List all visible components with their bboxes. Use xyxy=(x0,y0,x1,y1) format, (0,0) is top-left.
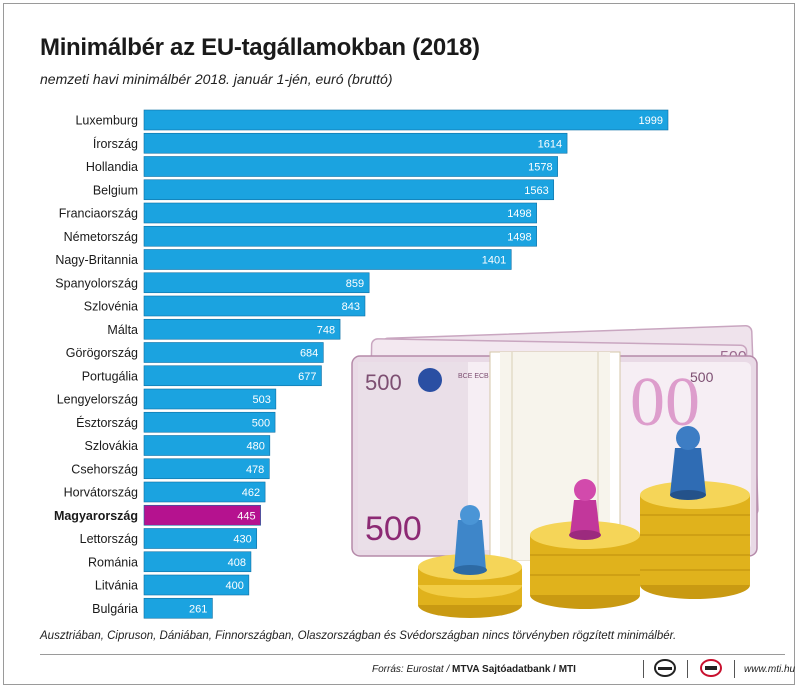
mti-logo-icon xyxy=(700,659,722,677)
category-label: Litvánia xyxy=(95,579,138,593)
banknote-code: BCE ECB xyxy=(458,373,489,380)
category-label: Nagy-Britannia xyxy=(55,253,138,267)
bar xyxy=(143,365,322,387)
bar-highlight xyxy=(143,504,261,526)
website-link[interactable]: www.mti.hu xyxy=(744,664,796,675)
category-label: Szlovénia xyxy=(84,300,138,314)
category-label: Belgium xyxy=(93,183,138,197)
pawn-pink-icon xyxy=(569,479,601,540)
bar xyxy=(143,574,250,596)
category-label: Franciaország xyxy=(59,207,138,221)
value-label: 503 xyxy=(252,394,270,406)
bar xyxy=(143,202,537,224)
banknote-big-value: 500 xyxy=(365,510,422,548)
value-label: 1614 xyxy=(538,138,562,150)
value-label: 1401 xyxy=(482,255,506,267)
value-label: 1498 xyxy=(507,231,531,243)
value-label: 843 xyxy=(342,301,360,313)
category-label: Észtország xyxy=(76,415,138,430)
bar xyxy=(143,272,370,294)
banknote-corner-value: 500 xyxy=(690,369,714,385)
coin-stack-right xyxy=(640,481,750,599)
footer-separator xyxy=(687,660,688,678)
bar xyxy=(143,342,324,363)
bar xyxy=(143,458,270,480)
bar xyxy=(143,225,537,247)
category-label: Spanyolország xyxy=(55,276,138,290)
category-label: Lettország xyxy=(80,532,138,546)
bar xyxy=(143,481,266,503)
eu-flag-icon xyxy=(418,368,442,392)
category-label: Görögország xyxy=(66,346,138,360)
bar xyxy=(143,388,277,410)
category-label: Szlovákia xyxy=(85,439,139,453)
value-label: 1578 xyxy=(528,162,552,174)
footer-divider xyxy=(40,654,785,655)
bars-group: Luxemburg 1999 Írország 1614 Hollandia 1578 Be… xyxy=(54,109,669,619)
coin-stack-middle xyxy=(530,521,640,609)
mtva-logo-icon xyxy=(654,659,676,677)
value-label: 408 xyxy=(228,557,246,569)
value-label: 1563 xyxy=(524,185,548,197)
category-label: Lengyelország xyxy=(57,393,138,407)
value-label: 478 xyxy=(246,464,264,476)
value-label: 400 xyxy=(225,580,243,592)
value-label: 462 xyxy=(242,487,260,499)
value-label: 684 xyxy=(300,348,318,360)
page-subtitle: nemzeti havi minimálbér 2018. január 1-j… xyxy=(40,71,393,87)
bar xyxy=(143,551,252,573)
value-label: 445 xyxy=(237,510,255,522)
value-label: 1999 xyxy=(639,115,663,127)
page-title: Minimálbér az EU-tagállamokban (2018) xyxy=(40,34,480,61)
category-label: Bulgária xyxy=(92,602,138,616)
bar xyxy=(143,318,341,340)
value-label: 430 xyxy=(233,534,251,546)
source-text: Forrás: Eurostat / MTVA Sajtóadatbank / … xyxy=(372,664,576,675)
pawn-blue-small-icon xyxy=(453,505,487,575)
footer-separator xyxy=(734,660,735,678)
coin-stack-left xyxy=(418,554,522,618)
bar xyxy=(143,156,558,177)
bar xyxy=(143,435,271,456)
bar xyxy=(143,179,555,201)
money-illustration: 500 500 BCE ECB 500 00 500 xyxy=(351,325,759,618)
value-label: 748 xyxy=(317,324,335,336)
value-label: 261 xyxy=(189,603,207,615)
bar xyxy=(143,597,213,619)
value-label: 1498 xyxy=(507,208,531,220)
category-label: Csehország xyxy=(71,462,138,476)
category-label: Németország xyxy=(64,230,138,244)
bar xyxy=(143,249,512,270)
banknote-front-value: 500 xyxy=(365,370,402,395)
bar xyxy=(143,528,258,549)
category-label: Portugália xyxy=(82,369,138,383)
footnote: Ausztriában, Cipruson, Dániában, Finnors… xyxy=(40,630,677,642)
value-label: 677 xyxy=(298,371,316,383)
source-prefix: Forrás: Eurostat / xyxy=(372,664,453,675)
value-label: 480 xyxy=(246,441,264,453)
category-label: Hollandia xyxy=(86,160,138,174)
pawn-blue-large-icon xyxy=(670,426,706,500)
bar xyxy=(143,109,669,131)
bar xyxy=(143,132,568,154)
category-label: Málta xyxy=(107,323,138,337)
source-bold: MTVA Sajtóadatbank / MTI xyxy=(452,664,576,675)
bar xyxy=(143,295,366,317)
value-label: 500 xyxy=(252,417,270,429)
footer-separator xyxy=(643,660,644,678)
category-label: Luxemburg xyxy=(75,114,138,128)
category-label: Románia xyxy=(88,555,138,569)
category-label: Írország xyxy=(93,136,138,151)
bar xyxy=(143,411,276,433)
value-label: 859 xyxy=(346,278,364,290)
category-label: Magyarország xyxy=(54,509,138,523)
category-label: Horvátország xyxy=(64,486,138,500)
